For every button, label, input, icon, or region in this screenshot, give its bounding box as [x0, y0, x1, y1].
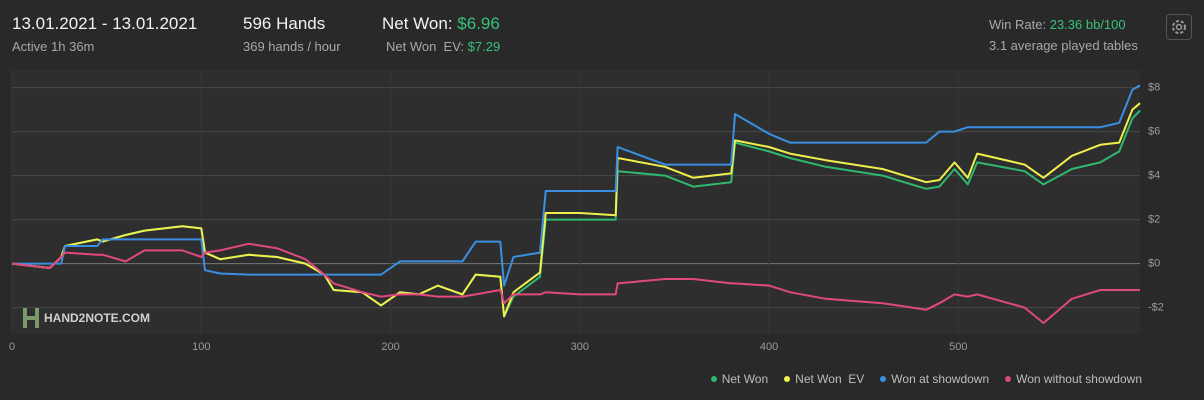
- watermark-logo: [23, 308, 39, 328]
- win-rate-label: Win Rate:: [989, 17, 1047, 32]
- x-tick-label: 100: [192, 341, 210, 353]
- win-rate: Win Rate: 23.36 bb/100: [989, 17, 1126, 32]
- hands-per-hour: 369 hands / hour: [243, 39, 341, 54]
- y-tick-label: $8: [1148, 82, 1160, 94]
- plot: -$2 $0 $2 $4 $6 $8 0 100 200 300 400 500: [9, 70, 1164, 353]
- legend-label: Won at showdown: [891, 372, 990, 386]
- x-tick-label: 400: [760, 341, 778, 353]
- plot-area: [12, 70, 1140, 334]
- settings-button[interactable]: [1166, 14, 1192, 40]
- x-tick-label: 500: [949, 341, 967, 353]
- date-range: 13.01.2021 - 13.01.2021: [12, 14, 198, 33]
- tables: 3.1 average played tables: [989, 38, 1138, 53]
- legend-swatch: [880, 376, 887, 382]
- legend-item: Net Won EV: [784, 372, 864, 386]
- legend-item: Net Won: [710, 372, 769, 386]
- series-line: [11, 102, 1141, 318]
- legend-swatch: [784, 376, 791, 382]
- series-line: [11, 242, 1140, 324]
- gear-icon: [1172, 20, 1186, 34]
- net-won-ev-value: $7.29: [467, 39, 501, 54]
- net-won: Net Won: $6.96: [382, 14, 500, 34]
- legend-item: Won without showdown: [1005, 372, 1142, 386]
- series-line: [12, 84, 1141, 287]
- net-won-ev: Net Won EV: $7.29: [386, 39, 500, 54]
- net-won-ev-label: Net Won EV:: [386, 39, 465, 54]
- win-rate-value: 23.36 bb/100: [1049, 17, 1126, 32]
- y-tick-label: -$2: [1148, 302, 1164, 314]
- legend-label: Net Won EV: [795, 372, 865, 386]
- legend-swatch: [710, 376, 717, 382]
- x-tick-label: 300: [571, 341, 589, 353]
- y-tick-label: $6: [1148, 126, 1160, 138]
- active-time: Active 1h 36m: [12, 39, 95, 54]
- legend: Net Won Net Won EV Won at showdown Won with…: [710, 372, 1142, 386]
- y-tick-label: $2: [1148, 214, 1160, 226]
- watermark: HAND2NOTE.COM: [44, 311, 150, 325]
- x-tick-label: 0: [9, 341, 15, 353]
- net-won-label: Net Won:: [382, 14, 453, 33]
- legend-item: Won at showdown: [880, 372, 989, 386]
- y-tick-label: $0: [1148, 258, 1160, 270]
- legend-swatch: [1005, 376, 1012, 382]
- hands: 596 Hands: [243, 14, 326, 33]
- legend-label: Won without showdown: [1016, 372, 1142, 386]
- legend-label: Net Won: [721, 372, 769, 386]
- y-tick-label: $4: [1148, 170, 1160, 182]
- x-tick-label: 200: [381, 341, 399, 353]
- net-won-value: $6.96: [457, 14, 500, 33]
